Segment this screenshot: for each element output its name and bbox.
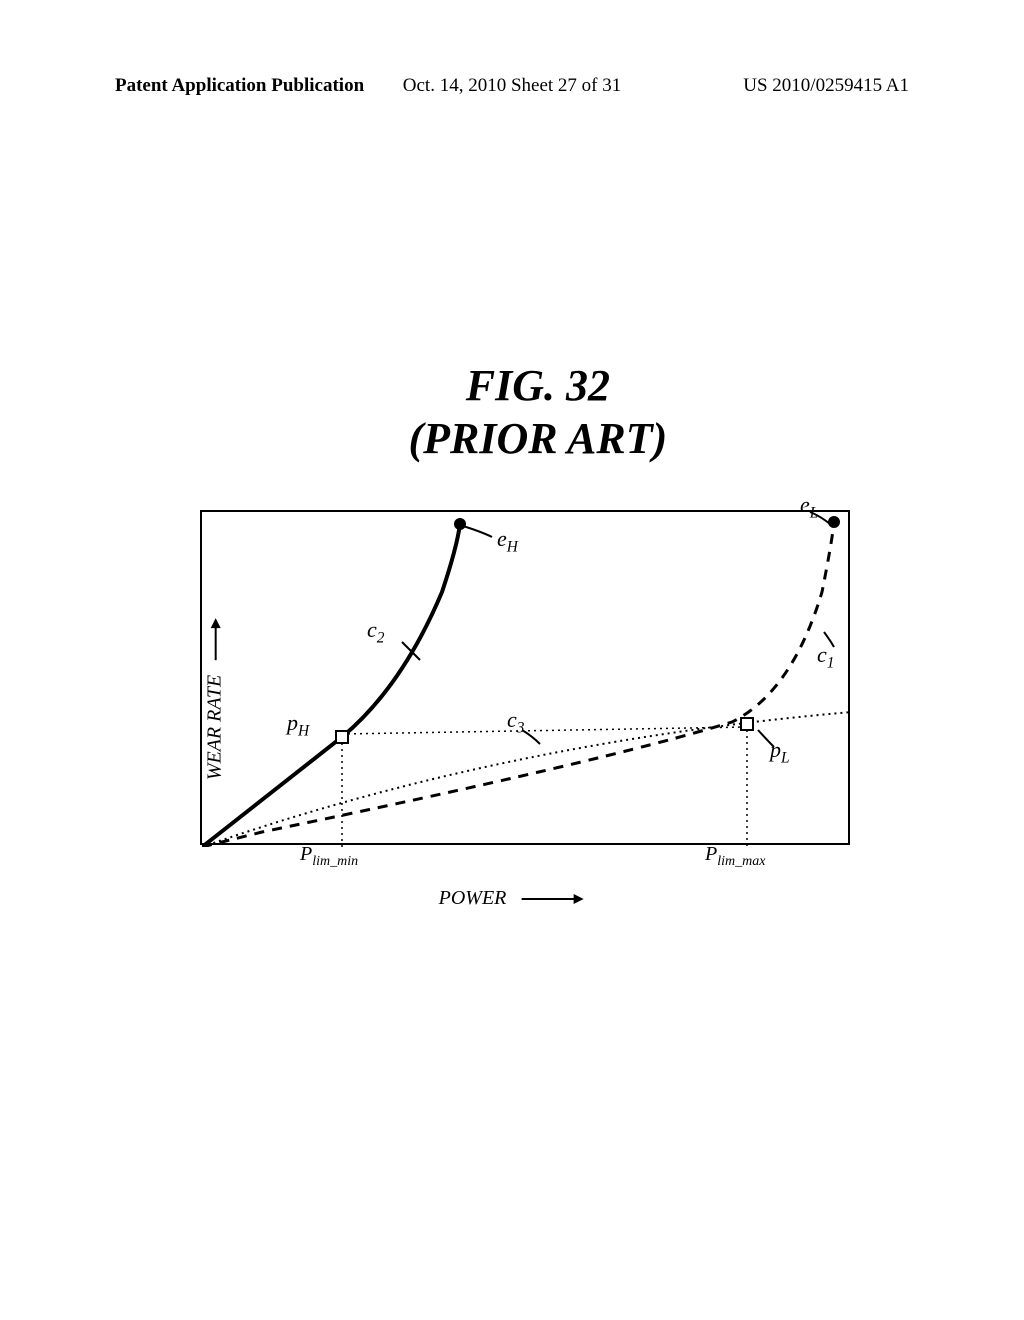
label-c1: c1 (817, 642, 834, 672)
header-center: Oct. 14, 2010 Sheet 27 of 31 (403, 75, 621, 97)
x-axis-label: POWER (439, 887, 582, 910)
point-eH-marker (454, 518, 466, 530)
label-pH: pH (287, 710, 309, 740)
label-pL: pL (770, 737, 790, 767)
point-pL-marker (741, 718, 753, 730)
label-c2: c2 (367, 617, 384, 647)
chart-svg (202, 512, 852, 847)
label-eL: eL (800, 492, 818, 522)
header-left: Patent Application Publication (115, 75, 364, 97)
figure-title-line1: FIG. 32 (409, 360, 668, 413)
chart-frame: eH eL c2 c1 c3 pH pL (200, 510, 850, 845)
leader-c3 (522, 730, 540, 744)
chart-container: WEAR RATE (150, 510, 870, 890)
leader-eH (463, 526, 492, 537)
x-arrow-icon (521, 898, 581, 900)
figure-title-line2: (PRIOR ART) (409, 413, 668, 466)
point-eL-marker (828, 516, 840, 528)
figure-title: FIG. 32 (PRIOR ART) (409, 360, 668, 466)
x-tick-min: Plim_min (300, 843, 358, 870)
curve-c1 (202, 522, 834, 847)
x-tick-max: Plim_max (705, 843, 765, 870)
label-eH: eH (497, 526, 518, 556)
point-pH-marker (336, 731, 348, 743)
page-header: Patent Application Publication Oct. 14, … (0, 75, 1024, 97)
label-c3: c3 (507, 707, 524, 737)
header-right: US 2010/0259415 A1 (743, 75, 909, 97)
